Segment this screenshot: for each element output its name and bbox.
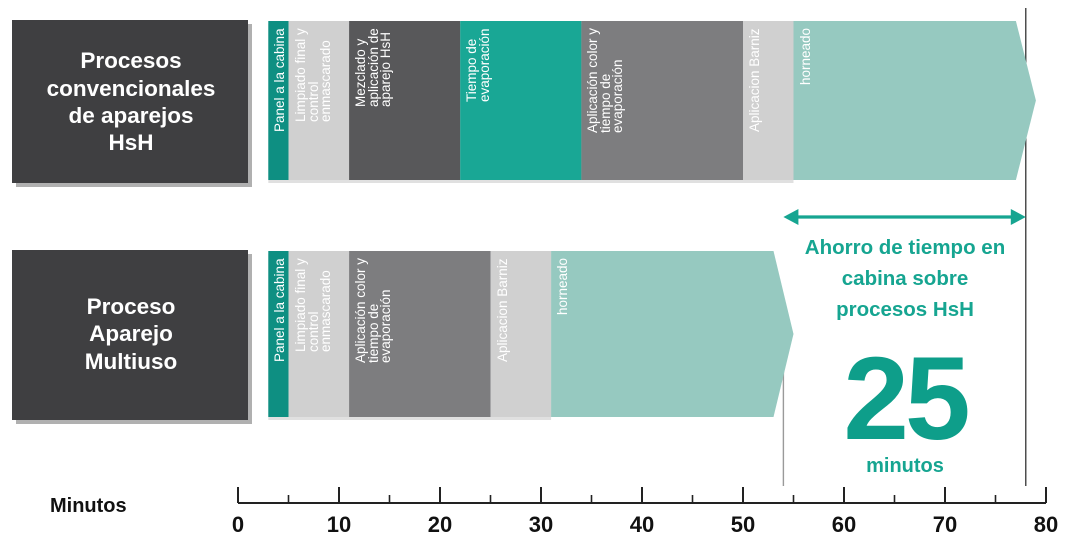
segment-block (268, 251, 289, 417)
row-label-multiuse: Proceso Aparejo Multiuso (84, 293, 178, 374)
saving-unit: minutos (866, 455, 944, 477)
row-label-block (12, 20, 248, 183)
axis-title: Minutos (50, 495, 127, 517)
segment-label: Aplicación color y tiempo de evaporación (585, 27, 626, 133)
saving-title: Ahorro de tiempo en cabina sobre proceso… (804, 236, 1006, 321)
segment-arrow (793, 21, 1036, 180)
segment-label: Aplicacion Barniz (747, 28, 762, 132)
segment-label: Panel a la cabina (272, 258, 288, 362)
segment-block (288, 251, 350, 417)
saving-arrow-left-head (783, 209, 799, 225)
segment-label: Tiempo de evaporación (464, 28, 492, 102)
axis-tick-label: 80 (1033, 512, 1059, 537)
row-label-conventional: Procesos convencionales de aparejos HsH (46, 48, 216, 156)
axis-tick-label: 50 (730, 512, 756, 537)
segment-block (490, 251, 552, 417)
segment-block (581, 21, 743, 180)
segment-label: Mezclado y aplicación de aparejo HsH (353, 28, 394, 107)
saving-arrow-right-head (1010, 209, 1026, 225)
segment-arrow (551, 251, 794, 417)
segment-label: Limpiado final y control enmascarado (292, 28, 333, 122)
saving-number: 25 (843, 333, 970, 465)
axis-tick-label: 20 (427, 512, 453, 537)
row-label-block (12, 250, 248, 420)
axis-tick-label: 60 (831, 512, 857, 537)
segment-block (349, 21, 461, 180)
segment-label: Aplicación color y tiempo de evaporación (353, 257, 394, 363)
segment-block (268, 21, 289, 180)
segment-label: horneado (555, 257, 571, 315)
segment-block (460, 21, 582, 180)
segment-label: horneado (797, 27, 813, 85)
segment-label: Aplicacion Barniz (494, 258, 510, 362)
axis-tick-label: 0 (231, 512, 245, 537)
segment-block (349, 251, 491, 417)
axis-tick-label: 70 (932, 512, 958, 537)
axis-tick-label: 40 (629, 512, 655, 537)
axis-tick-label: 10 (326, 512, 352, 537)
segment-block (743, 21, 794, 180)
segment-block (288, 21, 350, 180)
segment-label: Limpiado final y control enmascarado (292, 258, 333, 352)
axis-tick-label: 30 (528, 512, 554, 537)
segment-label: Panel a la cabina (272, 28, 288, 132)
